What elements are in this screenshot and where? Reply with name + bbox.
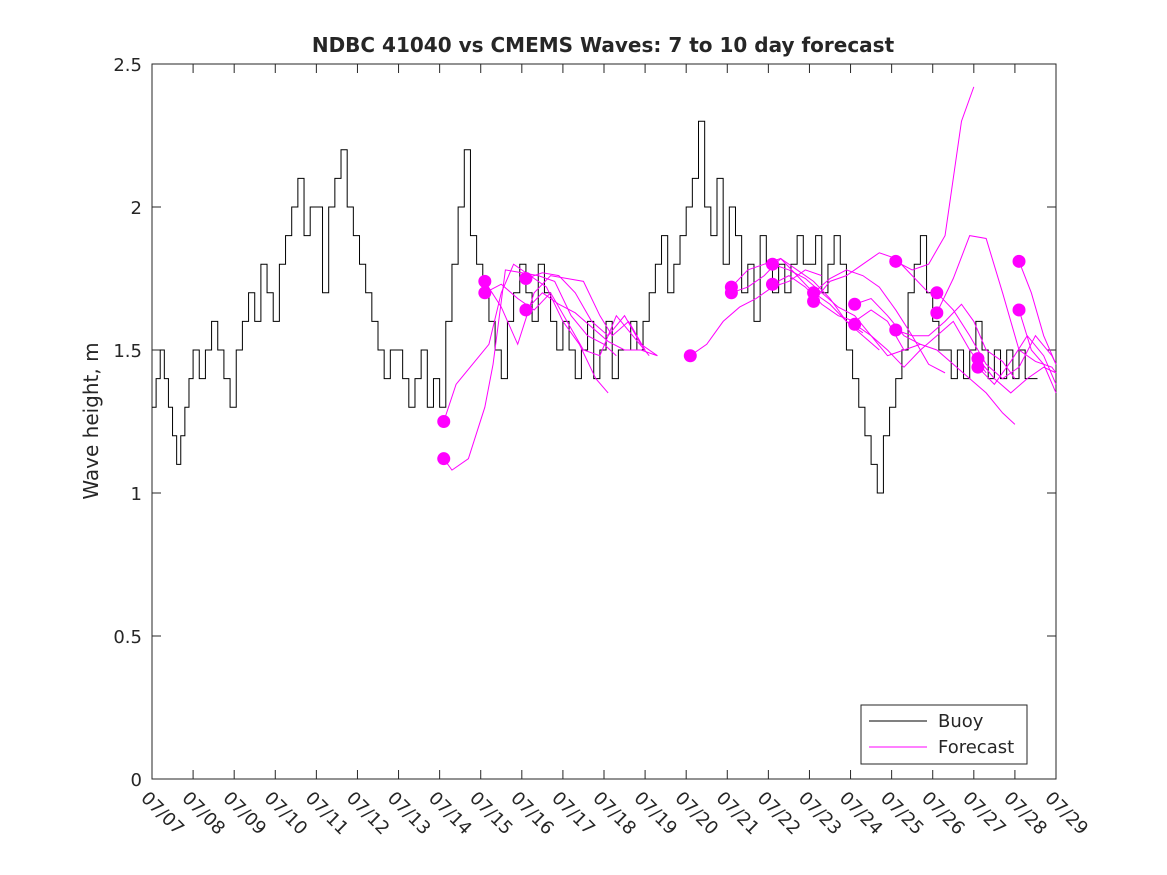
forecast-series-line xyxy=(936,235,1057,374)
forecast-series-line xyxy=(484,275,646,351)
forecast-series-line xyxy=(772,263,921,357)
forecast-point xyxy=(519,272,533,285)
forecast-point xyxy=(889,254,903,268)
forecast-series-line xyxy=(443,263,609,422)
forecast-series-line xyxy=(690,269,822,357)
buoy-series-line xyxy=(152,120,1038,494)
forecast-point xyxy=(930,306,944,320)
forecast-series-line xyxy=(1018,261,1057,365)
forecast-series-line xyxy=(895,303,1016,379)
forecast-point xyxy=(478,274,492,288)
forecast-point xyxy=(478,286,492,300)
forecast-point xyxy=(765,257,779,271)
y-tick-label: 1 xyxy=(131,484,142,505)
forecast-point xyxy=(848,297,862,311)
forecast-point xyxy=(765,277,779,291)
forecast-series-line xyxy=(525,272,658,357)
forecast-series-line xyxy=(977,334,1057,386)
y-axis-label: Wave height, m xyxy=(79,342,103,499)
forecast-series-line xyxy=(813,269,946,374)
forecast-point xyxy=(437,415,451,428)
forecast-point xyxy=(807,294,821,308)
forecast-point xyxy=(889,323,903,337)
forecast-point xyxy=(930,286,944,300)
forecast-series-line xyxy=(854,320,987,374)
y-tick-label: 0.5 xyxy=(113,627,142,648)
legend-box xyxy=(860,704,1028,765)
forecast-series-line xyxy=(813,252,929,302)
forecast-point xyxy=(1012,303,1026,317)
legend-label: Buoy xyxy=(938,711,984,732)
forecast-point xyxy=(848,317,862,331)
forecast-series-line xyxy=(443,269,617,471)
y-tick-label: 2.5 xyxy=(113,55,142,76)
forecast-point xyxy=(1012,254,1026,268)
legend-label: Forecast xyxy=(938,737,1014,758)
chart-title: NDBC 41040 vs CMEMS Waves: 7 to 10 day f… xyxy=(312,33,895,57)
forecast-point xyxy=(683,349,697,363)
y-tick-label: 1.5 xyxy=(113,341,142,362)
forecast-point xyxy=(519,303,533,317)
forecast-series-line xyxy=(936,292,1057,380)
forecast-series-line xyxy=(895,86,975,271)
y-tick-label: 0 xyxy=(131,770,142,791)
forecast-series-line xyxy=(731,257,864,334)
forecast-series-line xyxy=(772,275,905,351)
forecast-series-line xyxy=(484,283,650,357)
forecast-point xyxy=(724,286,738,300)
forecast-series-line xyxy=(525,292,658,357)
forecast-series-line xyxy=(1018,309,1057,394)
forecast-point xyxy=(437,452,451,466)
forecast-point xyxy=(971,360,985,374)
y-tick-label: 2 xyxy=(131,198,142,219)
forecast-series-line xyxy=(854,297,1016,425)
